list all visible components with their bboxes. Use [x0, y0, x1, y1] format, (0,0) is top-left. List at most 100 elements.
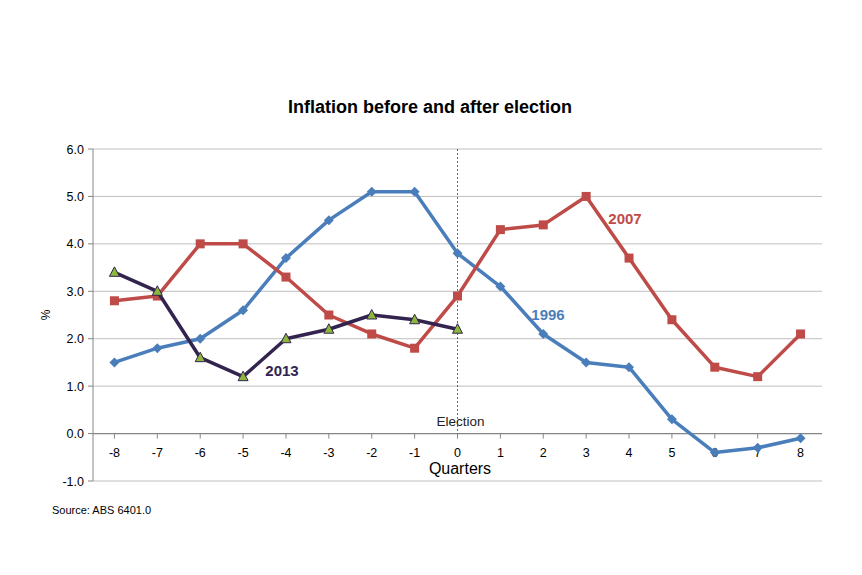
point [324, 215, 334, 225]
x-tick [714, 434, 715, 439]
point [667, 414, 677, 424]
point [410, 344, 419, 353]
y-tick-label: 4.0 [67, 237, 84, 251]
annotation: Election [436, 414, 484, 429]
x-tick [285, 434, 286, 439]
point [453, 324, 463, 334]
point [195, 334, 205, 344]
point [496, 225, 505, 234]
x-tick-label: -6 [195, 446, 206, 460]
y-tick-label: 3.0 [67, 285, 84, 299]
point [195, 352, 205, 362]
point [238, 305, 248, 315]
x-tick-label: 8 [797, 446, 804, 460]
grid-line [93, 196, 822, 197]
point [538, 329, 548, 339]
grid-line [93, 481, 822, 482]
series-label: 1996 [531, 306, 564, 323]
x-tick [200, 434, 201, 439]
y-tick [88, 386, 93, 387]
x-tick-label: -7 [152, 446, 163, 460]
point [495, 282, 505, 292]
x-tick-label: -4 [280, 446, 291, 460]
y-tick-label: 2.0 [67, 332, 84, 346]
x-tick [457, 434, 458, 439]
point [539, 220, 548, 229]
y-tick [88, 291, 93, 292]
x-tick-label: -5 [238, 446, 249, 460]
point [324, 311, 333, 320]
election-line [457, 149, 458, 434]
x-tick-label: 5 [668, 446, 675, 460]
x-tick-label: -2 [366, 446, 377, 460]
point [453, 248, 463, 258]
y-tick [88, 149, 93, 150]
point [281, 273, 290, 282]
point [753, 372, 762, 381]
x-tick [671, 434, 672, 439]
point [624, 362, 634, 372]
y-tick-label: -1.0 [62, 475, 84, 489]
point [582, 192, 591, 201]
point [796, 329, 805, 338]
y-tick [88, 481, 93, 482]
point [152, 343, 162, 353]
x-tick-label: 4 [626, 446, 633, 460]
point [753, 443, 763, 453]
point [367, 329, 376, 338]
title: Inflation before and after election [288, 97, 572, 117]
point [367, 187, 377, 197]
y-tick [88, 338, 93, 339]
x-tick-label: 1 [497, 446, 504, 460]
point [238, 371, 248, 381]
y-tick [88, 433, 93, 434]
plot-area [109, 187, 805, 458]
x-tick [328, 434, 329, 439]
x-tick [157, 434, 158, 439]
x-tick [757, 434, 758, 439]
y-tick-label: 0.0 [67, 427, 84, 441]
point [710, 448, 720, 458]
series-label: 2007 [608, 210, 641, 227]
x-tick [371, 434, 372, 439]
background [0, 0, 862, 575]
x-tick [414, 434, 415, 439]
x-tick [500, 434, 501, 439]
x-tick-label: -1 [409, 446, 420, 460]
y-axis [93, 149, 94, 481]
point [152, 286, 162, 296]
point [667, 315, 676, 324]
x-tick [543, 434, 544, 439]
point [410, 187, 420, 197]
point [581, 357, 591, 367]
point [109, 267, 119, 277]
y-tick [88, 243, 93, 244]
series-line [114, 192, 800, 453]
y-tick-label: 1.0 [67, 380, 84, 394]
x-tick-label: 0 [454, 446, 461, 460]
y-tick [88, 196, 93, 197]
series-label: 2013 [265, 362, 298, 379]
x-tick [114, 434, 115, 439]
point [367, 310, 377, 320]
x-tick-label: -8 [109, 446, 120, 460]
point [796, 433, 806, 443]
point [109, 357, 119, 367]
point [625, 254, 634, 263]
y-tick-label: 5.0 [67, 190, 84, 204]
x-tick-label: 3 [583, 446, 590, 460]
point [324, 324, 334, 334]
point [110, 296, 119, 305]
x-tick-label: 2 [540, 446, 547, 460]
series-line [114, 196, 800, 376]
series-line [114, 272, 457, 376]
x-tick-label: -3 [323, 446, 334, 460]
y-axis-label: % [39, 309, 53, 320]
y-tick-label: 6.0 [67, 143, 84, 157]
x-tick [586, 434, 587, 439]
point [410, 314, 420, 324]
point [239, 239, 248, 248]
x-axis-label: Quarters [429, 460, 491, 477]
x-tick [629, 434, 630, 439]
point [281, 333, 291, 343]
